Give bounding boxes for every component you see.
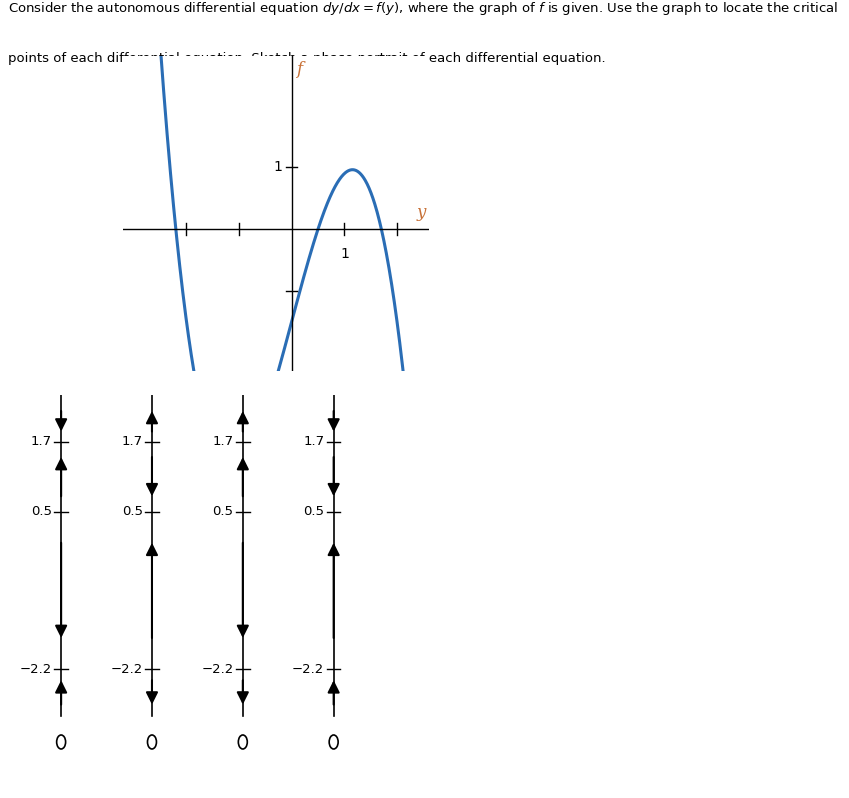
Text: 0.5: 0.5 [31,505,52,518]
Text: f: f [296,61,302,78]
Text: 1.7: 1.7 [121,435,143,448]
Text: 0.5: 0.5 [121,505,143,518]
Circle shape [148,735,156,749]
Text: −2.2: −2.2 [201,662,233,676]
Circle shape [239,735,247,749]
Circle shape [57,735,65,749]
Text: 0.5: 0.5 [212,505,233,518]
Text: −2.2: −2.2 [20,662,52,676]
Text: 1.7: 1.7 [303,435,324,448]
Text: −2.2: −2.2 [292,662,324,676]
Circle shape [329,735,338,749]
Text: Consider the autonomous differential equation $dy/dx = f(y)$, where the graph of: Consider the autonomous differential equ… [8,0,839,17]
Text: points of each differential equation. Sketch a phase portrait of each differenti: points of each differential equation. Sk… [8,52,606,65]
Text: 1: 1 [340,247,349,262]
Text: 0.5: 0.5 [303,505,324,518]
Text: y: y [417,204,426,222]
Text: 1.7: 1.7 [31,435,52,448]
Text: 1: 1 [273,160,282,174]
Text: 1.7: 1.7 [212,435,233,448]
Text: −2.2: −2.2 [110,662,143,676]
